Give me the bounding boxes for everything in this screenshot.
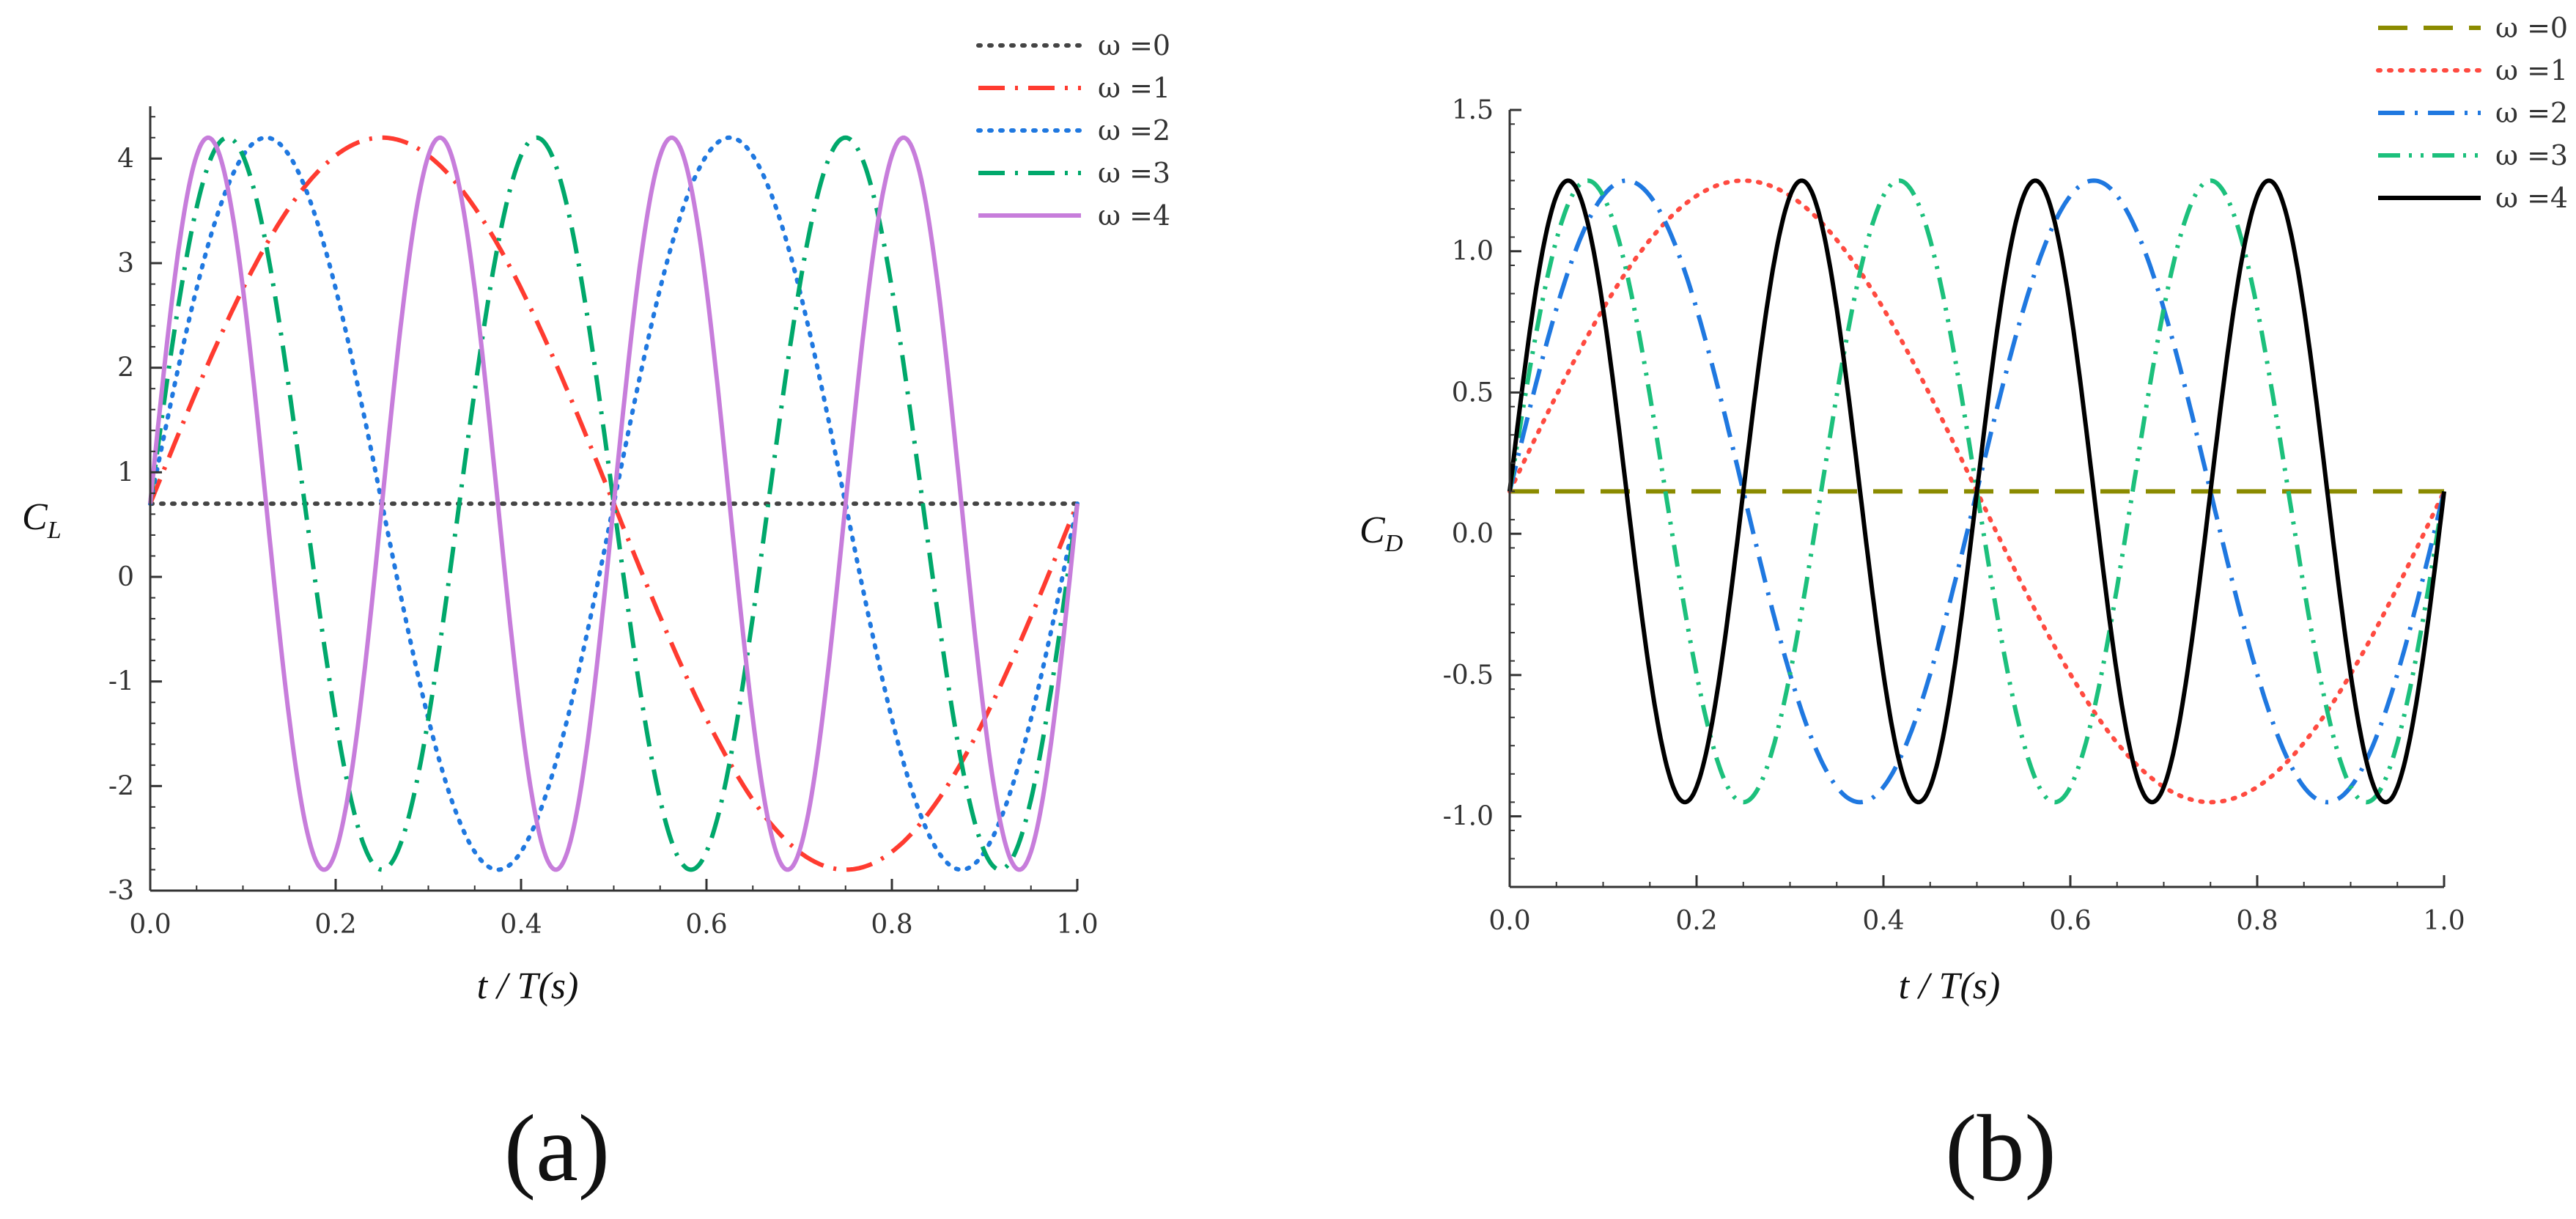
panel-b-y-tick-label: 1.0: [1452, 237, 1494, 267]
panel-a-x-axis-label: t / T(s): [477, 965, 579, 1007]
panel-a-y-tick-label: 2: [117, 353, 134, 383]
panel-a-y-tick-label: -1: [108, 667, 134, 697]
panel-a-y-tick-label: -3: [108, 876, 134, 906]
panel-b-y-tick-label: -1.0: [1443, 802, 1494, 832]
panel-b-curves: [1507, 178, 2446, 805]
panel-a-y-tick-label: 4: [117, 144, 134, 174]
panel-a-label: (a): [504, 1096, 610, 1201]
panel-b-x-tick-label: 0.8: [2236, 906, 2278, 936]
panel-b-axes: 0.0 0.2 0.4 0.6 0.8 1.0 -1.0 -0.5 0.0 0.5 1.0 1.5: [1443, 95, 2465, 936]
panel-a-curves: [148, 135, 1080, 872]
panel-b-y-tick-label: 0.5: [1452, 378, 1494, 408]
panel-b-legend-label-omega-4: ω =4: [2495, 182, 2568, 214]
panel-a-y-tick-label: 1: [117, 457, 134, 487]
panel-a-x-tick-label: 0.6: [685, 910, 727, 940]
panel-a-y-tick-label: 0: [117, 562, 134, 592]
panel-a-x-tick-label: 0.4: [500, 910, 542, 940]
panel-a-x-tick-label: 0.8: [871, 910, 912, 940]
panel-a-legend-label-omega-4: ω =4: [1098, 199, 1170, 232]
panel-b-y-tick-label: -0.5: [1443, 660, 1494, 690]
panel-a-series-line-omega-1: [148, 135, 1080, 872]
panel-a-x-tick-label: 0.0: [129, 910, 171, 940]
panel-b-legend-label-omega-1: ω =1: [2495, 54, 2568, 86]
panel-b-legend-label-omega-0: ω =0: [2495, 12, 2568, 44]
panel-a-legend-label-omega-3: ω =3: [1098, 157, 1170, 189]
panel-b-x-tick-label: 1.0: [2423, 906, 2465, 936]
panel-a-x-tick-label: 0.2: [314, 910, 356, 940]
panel-a-y-tick-label: -2: [108, 771, 134, 801]
panel-b-series-line-omega-4: [1507, 178, 2446, 805]
panel-b-x-tick-label: 0.2: [1675, 906, 1717, 936]
panel-b-x-tick-label: 0.0: [1488, 906, 1530, 936]
panel-b-legend: ω =0 ω =1 ω =2 ω =3 ω =4: [2376, 12, 2568, 214]
panel-a-y-axis-label: CL: [22, 496, 62, 544]
panel-b: 0.0 0.2 0.4 0.6 0.8 1.0 -1.0 -0.5 0.0 0.5 1.0 1.5 ω…: [1359, 12, 2568, 1201]
panel-a-series-line-omega-3: [148, 135, 1080, 872]
panel-b-x-tick-label: 0.6: [2049, 906, 2091, 936]
panel-b-y-axis-label: CD: [1359, 509, 1403, 557]
panel-a-legend-label-omega-2: ω =2: [1098, 114, 1170, 147]
panel-a-axes: 0.0 0.2 0.4 0.6 0.8 1.0 -3 -2 -1 0 1 2 3 4: [108, 106, 1099, 940]
panel-b-x-tick-label: 0.4: [1862, 906, 1904, 936]
panel-a-legend-label-omega-1: ω =1: [1098, 72, 1170, 104]
panel-b-label: (b): [1945, 1096, 2056, 1201]
panel-a-legend-label-omega-0: ω =0: [1098, 29, 1170, 62]
panel-b-legend-label-omega-3: ω =3: [2495, 139, 2568, 172]
panel-a-series-line-omega-4: [148, 135, 1080, 872]
panel-b-y-tick-label: 1.5: [1452, 95, 1494, 125]
panel-a-x-tick-label: 1.0: [1056, 910, 1098, 940]
panel-a-y-tick-label: 3: [117, 248, 134, 279]
panel-a-legend: ω =0 ω =1 ω =2 ω =3 ω =4: [976, 29, 1170, 232]
panel-b-legend-label-omega-2: ω =2: [2495, 97, 2568, 129]
panel-b-x-axis-label: t / T(s): [1899, 965, 2001, 1007]
panel-b-y-tick-label: 0.0: [1452, 519, 1494, 549]
